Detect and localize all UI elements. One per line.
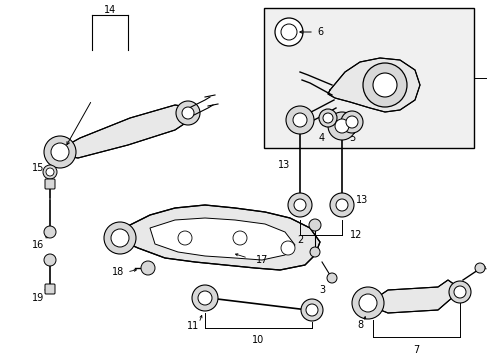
Circle shape xyxy=(232,231,246,245)
Polygon shape xyxy=(327,58,419,112)
Text: 19: 19 xyxy=(32,293,44,303)
Circle shape xyxy=(281,241,294,255)
FancyBboxPatch shape xyxy=(45,179,55,189)
Text: 13: 13 xyxy=(355,195,367,205)
Circle shape xyxy=(305,304,317,316)
Text: 12: 12 xyxy=(349,230,362,240)
Circle shape xyxy=(274,18,303,46)
Circle shape xyxy=(327,112,355,140)
Circle shape xyxy=(448,281,470,303)
Text: 10: 10 xyxy=(251,335,264,345)
Circle shape xyxy=(309,247,319,257)
Text: 16: 16 xyxy=(32,240,44,250)
Circle shape xyxy=(111,229,129,247)
Circle shape xyxy=(453,286,465,298)
Circle shape xyxy=(281,24,296,40)
Circle shape xyxy=(44,226,56,238)
Circle shape xyxy=(176,101,200,125)
Circle shape xyxy=(51,143,69,161)
Bar xyxy=(264,8,473,148)
Text: 3: 3 xyxy=(318,285,325,295)
Circle shape xyxy=(308,219,320,231)
Circle shape xyxy=(323,113,332,123)
Circle shape xyxy=(358,294,376,312)
Text: 17: 17 xyxy=(255,255,267,265)
Circle shape xyxy=(362,63,406,107)
Circle shape xyxy=(301,299,323,321)
Circle shape xyxy=(44,136,76,168)
Circle shape xyxy=(334,119,348,133)
Circle shape xyxy=(335,199,347,211)
Polygon shape xyxy=(120,205,319,270)
Circle shape xyxy=(474,263,484,273)
Circle shape xyxy=(372,73,396,97)
Circle shape xyxy=(285,106,313,134)
Circle shape xyxy=(346,116,357,128)
Polygon shape xyxy=(372,280,457,313)
Circle shape xyxy=(44,254,56,266)
Circle shape xyxy=(287,193,311,217)
Text: 13: 13 xyxy=(277,160,289,170)
Circle shape xyxy=(329,193,353,217)
Text: 18: 18 xyxy=(112,267,124,277)
Circle shape xyxy=(182,107,194,119)
Circle shape xyxy=(104,222,136,254)
Circle shape xyxy=(293,199,305,211)
Text: 15: 15 xyxy=(32,163,44,173)
Text: 4: 4 xyxy=(318,133,325,143)
Polygon shape xyxy=(150,218,294,260)
Text: 6: 6 xyxy=(316,27,323,37)
Text: 2: 2 xyxy=(296,235,303,245)
Circle shape xyxy=(178,231,192,245)
Circle shape xyxy=(46,168,54,176)
Circle shape xyxy=(43,165,57,179)
Circle shape xyxy=(141,261,155,275)
Circle shape xyxy=(340,111,362,133)
Text: 8: 8 xyxy=(356,320,362,330)
Text: 5: 5 xyxy=(348,133,354,143)
FancyBboxPatch shape xyxy=(45,284,55,294)
Text: 7: 7 xyxy=(412,345,418,355)
Circle shape xyxy=(318,109,336,127)
Circle shape xyxy=(198,291,212,305)
Circle shape xyxy=(192,285,218,311)
Polygon shape xyxy=(60,105,195,158)
Circle shape xyxy=(292,113,306,127)
Text: 14: 14 xyxy=(103,5,116,15)
Circle shape xyxy=(351,287,383,319)
Text: 11: 11 xyxy=(186,321,199,331)
Circle shape xyxy=(326,273,336,283)
